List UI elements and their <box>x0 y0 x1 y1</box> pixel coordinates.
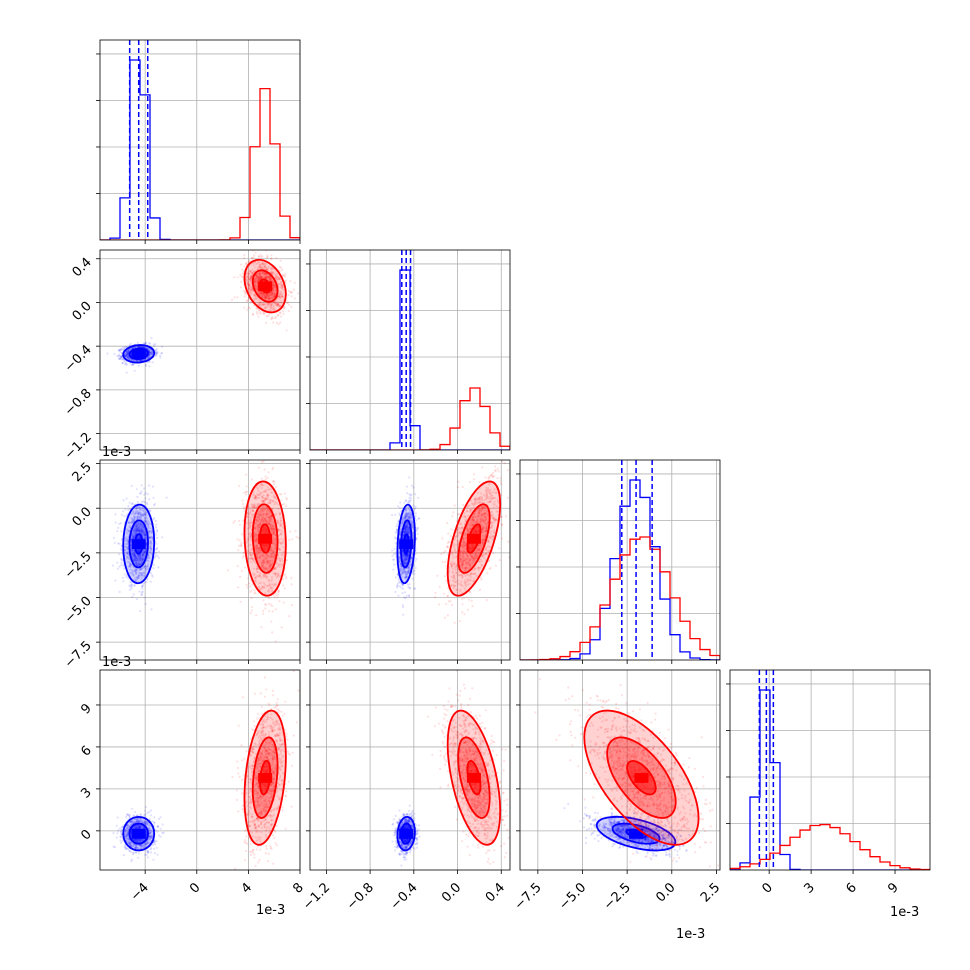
panel-content <box>520 460 720 660</box>
x-tick-label: 0.0 <box>439 880 464 905</box>
x-tick-label: 0.0 <box>653 880 678 905</box>
panel-frame <box>519 669 721 871</box>
x-tick-label: 0 <box>760 880 776 896</box>
y-tick-label: −5.0 <box>62 594 95 627</box>
panel-content <box>534 678 720 868</box>
y-tick-label: −7.5 <box>62 638 95 671</box>
panel-content <box>111 460 300 643</box>
y-tick-label: 6 <box>78 743 94 759</box>
panel-frame <box>309 669 511 871</box>
panel-content <box>310 250 510 450</box>
y-tick-label: 2.5 <box>70 460 95 485</box>
density-peak-0 <box>131 349 146 359</box>
y-tick-label: 0.4 <box>70 255 95 280</box>
y-tick-label: 0.0 <box>70 504 95 529</box>
x-tick-label: −0.8 <box>344 880 377 913</box>
density-peak-1 <box>634 773 649 783</box>
x-tick-label: 2.5 <box>698 880 723 905</box>
panel-frame <box>99 459 301 661</box>
panel-content <box>730 670 930 870</box>
panel-3-3: 0 3 6 9 <box>726 669 931 897</box>
density-peak-1 <box>258 533 273 544</box>
panel-1-1 <box>306 249 511 454</box>
panel-3-1: −1.2 −0.8 −0.4 0.0 0.4 <box>300 669 511 913</box>
panel-content <box>106 250 300 374</box>
panel-2-0: −7.5 −5.0 −2.5 0.0 2.5 <box>62 459 301 671</box>
density-peak-0 <box>399 539 414 550</box>
panel-content <box>391 670 510 867</box>
panel-0-0 <box>96 39 301 244</box>
density-peak-0 <box>131 828 146 839</box>
y-tick-label: −2.5 <box>62 549 95 582</box>
x-exponent-label: 1e-3 <box>256 903 285 918</box>
y-tick-label: −0.8 <box>62 386 95 419</box>
density-peak-1 <box>258 773 273 783</box>
density-peak-1 <box>258 281 273 292</box>
density-peak-0 <box>629 828 644 839</box>
x-tick-label: 0.4 <box>483 880 508 905</box>
y-tick-label: 9 <box>78 701 94 717</box>
panel-frame <box>99 249 301 451</box>
y-exponent-label: 1e-3 <box>102 445 131 460</box>
x-tick-label: 3 <box>801 880 817 896</box>
x-tick-label: 4 <box>239 880 255 896</box>
histogram-1 <box>310 387 510 450</box>
panel-content <box>112 670 300 870</box>
x-exponent-label: 1e-3 <box>676 927 705 942</box>
x-tick-label: 6 <box>843 880 859 896</box>
density-peak-1 <box>466 533 481 544</box>
y-tick-label: 0 <box>78 827 94 843</box>
histogram-1 <box>520 536 720 660</box>
x-tick-label: −7.5 <box>512 880 545 913</box>
y-tick-label: −1.2 <box>62 430 95 463</box>
panel-content <box>391 460 510 624</box>
panel-frame <box>309 249 511 451</box>
density-peak-1 <box>466 773 481 783</box>
y-exponent-label: 1e-3 <box>102 655 131 670</box>
x-tick-label: −0.4 <box>388 880 421 913</box>
histogram-1 <box>730 823 930 870</box>
panel-frame <box>99 669 301 871</box>
y-tick-label: 0.0 <box>70 299 95 324</box>
panel-3-2: −7.5 −5.0 −2.5 0.0 2.5 <box>512 669 723 913</box>
panel-frame <box>309 459 511 661</box>
x-tick-label: −2.5 <box>601 880 634 913</box>
panel-content <box>100 40 300 240</box>
x-tick-label: −1.2 <box>300 880 333 913</box>
density-peak-0 <box>399 828 414 839</box>
panel-frame <box>729 669 931 871</box>
x-tick-label: 0 <box>187 880 203 896</box>
x-tick-label: 8 <box>290 880 306 896</box>
panel-frame <box>519 459 721 661</box>
panel-1-0: −1.2 −0.8 −0.4 0.0 0.4 <box>62 249 301 463</box>
x-exponent-label: 1e-3 <box>890 905 919 920</box>
y-tick-label: −0.4 <box>62 342 95 375</box>
panel-frame <box>99 39 301 241</box>
panel-3-0: −4 0 4 8 0 3 6 9 <box>78 669 307 904</box>
panel-2-2 <box>516 459 721 664</box>
y-tick-label: 3 <box>78 785 94 801</box>
x-tick-label: −4 <box>128 880 152 904</box>
x-tick-label: −5.0 <box>556 880 589 913</box>
density-peak-0 <box>131 539 146 550</box>
panel-2-1 <box>306 459 511 664</box>
x-tick-label: 9 <box>885 880 901 896</box>
